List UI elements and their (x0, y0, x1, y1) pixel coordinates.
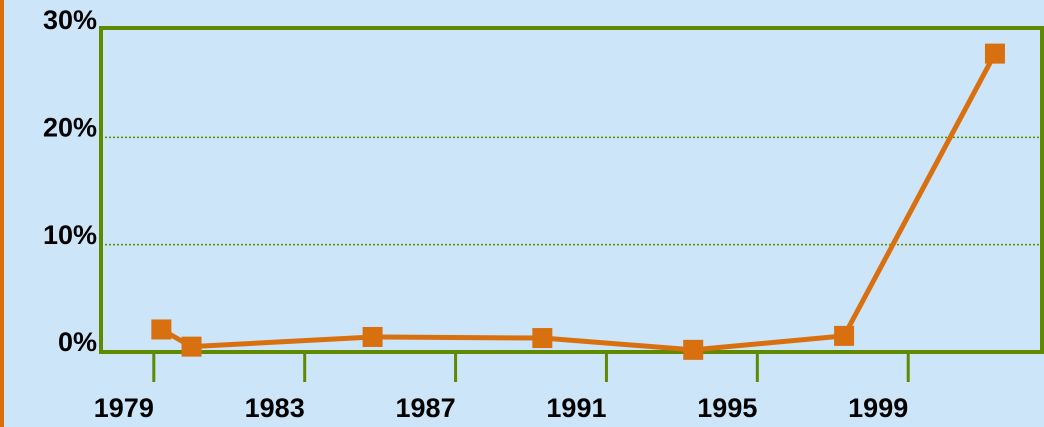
x-tick-label: 1995 (697, 393, 757, 423)
x-tick-label: 1983 (245, 393, 305, 423)
x-tick-label: 1987 (396, 393, 456, 423)
marker (151, 319, 172, 340)
plot-border (99, 26, 1044, 354)
left-bar (0, 0, 4, 427)
marker (532, 328, 553, 349)
marker (181, 336, 202, 357)
y-tick-label: 10% (43, 220, 97, 250)
marker (834, 325, 855, 346)
x-tick-label: 1999 (848, 393, 908, 423)
x-tick-label: 1979 (94, 393, 154, 423)
marker (984, 43, 1005, 64)
line (160, 52, 998, 353)
y-tick-label: 0% (58, 327, 97, 357)
x-tick-label: 1991 (546, 393, 606, 423)
y-tick-label: 30% (43, 5, 97, 35)
marker (683, 339, 704, 360)
marker (362, 326, 383, 347)
y-tick-label: 20% (43, 112, 97, 142)
